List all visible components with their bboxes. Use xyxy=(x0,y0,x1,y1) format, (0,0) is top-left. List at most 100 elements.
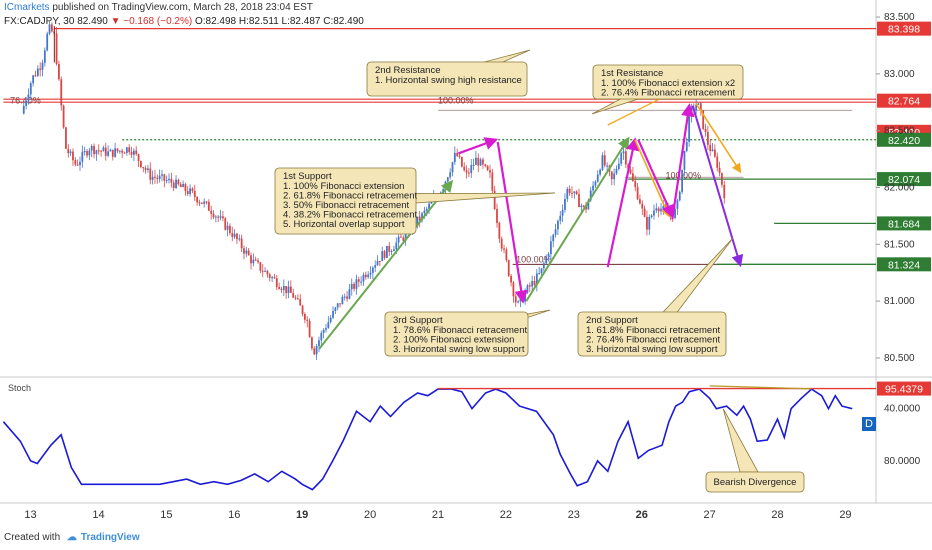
candle-body xyxy=(214,216,217,218)
tradingview-brand[interactable]: TradingView xyxy=(80,532,140,543)
candle-body xyxy=(542,263,545,269)
candle-body xyxy=(140,161,142,168)
candle-body xyxy=(528,285,531,287)
candle-body xyxy=(296,298,299,300)
candle-body xyxy=(369,272,372,275)
candle-body xyxy=(685,141,688,151)
candle-body xyxy=(179,184,182,188)
candle-body xyxy=(287,286,290,294)
x-tick-label: 13 xyxy=(24,509,36,521)
candle-body xyxy=(36,68,39,76)
candle-body xyxy=(34,75,37,77)
candle-body xyxy=(100,150,102,152)
candle-body xyxy=(50,24,53,32)
candle-body xyxy=(327,322,330,329)
x-tick-label: 20 xyxy=(364,509,376,521)
candle-body xyxy=(65,127,67,149)
stoch-tick-label: 80.0000 xyxy=(884,456,921,467)
price-tag-bg xyxy=(877,21,931,36)
candle-body xyxy=(564,198,566,210)
chart-header: ICmarkets published on TradingView.com, … xyxy=(4,2,313,13)
annotation-item: 2. 100% Fibonacci extension xyxy=(393,335,514,346)
candle-body xyxy=(589,190,592,201)
annotation-box xyxy=(366,61,528,97)
candle-body xyxy=(247,250,250,256)
candle-body xyxy=(301,305,304,314)
candle-body xyxy=(721,173,723,185)
candle-body xyxy=(547,254,550,257)
candle-body xyxy=(304,313,306,320)
candle-body xyxy=(505,249,508,261)
candle-body xyxy=(580,205,583,208)
candle-body xyxy=(699,103,702,111)
candle-body xyxy=(355,279,358,289)
annotation-box xyxy=(592,64,744,100)
candle-body xyxy=(200,202,203,204)
candle-body xyxy=(446,177,449,182)
candle-body xyxy=(655,208,658,211)
candle-body xyxy=(615,169,618,174)
candle-body xyxy=(393,249,395,251)
candle-body xyxy=(416,216,419,227)
candle-body xyxy=(519,296,522,302)
x-tick-label: 14 xyxy=(92,509,104,521)
candle-body xyxy=(114,148,117,157)
candle-body xyxy=(660,208,662,212)
candle-body xyxy=(306,319,309,321)
tradingview-logo-icon[interactable]: ☁ xyxy=(66,532,77,543)
candle-body xyxy=(381,251,384,262)
candle-body xyxy=(592,185,594,191)
candle-body xyxy=(60,79,63,106)
candle-body xyxy=(67,148,70,154)
candle-body xyxy=(400,236,402,238)
publisher-name[interactable]: ICmarkets xyxy=(4,2,50,13)
candle-body xyxy=(641,203,644,209)
candle-body xyxy=(46,33,49,51)
candle-body xyxy=(350,283,353,290)
candle-body xyxy=(418,216,421,221)
candle-body xyxy=(339,303,341,305)
candle-body xyxy=(493,190,496,210)
magenta-arrow xyxy=(457,137,499,155)
price-tag-label: 83.398 xyxy=(888,24,920,36)
candle-body xyxy=(484,164,487,166)
candle-body xyxy=(643,208,646,217)
candle-body xyxy=(130,151,133,155)
annotation-item: 3. Horizontal swing low support xyxy=(586,344,718,355)
candle-body xyxy=(603,155,606,166)
fib-label: 100.00% xyxy=(438,95,474,105)
candle-body xyxy=(716,156,719,168)
price-tag-bg xyxy=(877,93,931,108)
candle-body xyxy=(367,274,370,278)
ohlc-readout: FX:CADJPY, 30 82.490 ▼ −0.168 (−0.2%) O:… xyxy=(4,16,364,27)
candle-body xyxy=(653,210,655,216)
candle-body xyxy=(135,150,138,155)
candle-body xyxy=(147,168,149,170)
x-tick-label: 16 xyxy=(228,509,240,521)
x-tick-label: 21 xyxy=(432,509,444,521)
candle-body xyxy=(423,210,426,214)
annotation-title: 1st Support xyxy=(283,171,332,182)
x-tick-label: 19 xyxy=(296,509,308,521)
green-arrow xyxy=(525,136,630,302)
d-badge[interactable]: D xyxy=(862,417,876,431)
candle-body xyxy=(268,274,271,278)
candle-body xyxy=(346,296,348,299)
candle-body xyxy=(90,145,93,151)
candle-body xyxy=(243,248,245,254)
annotation-item: 1. 100% Fibonacci extension x2 xyxy=(601,78,735,89)
annotation-title: 3rd Support xyxy=(393,315,443,326)
candle-body xyxy=(489,170,491,173)
candle-body xyxy=(503,248,505,250)
candle-body xyxy=(624,151,627,165)
candle-body xyxy=(170,178,173,183)
symbol-label[interactable]: FX:CADJPY, 30 xyxy=(4,16,75,27)
candle-body xyxy=(552,234,555,242)
x-tick-label: 28 xyxy=(771,509,783,521)
candle-body xyxy=(81,151,84,162)
candle-body xyxy=(168,178,170,181)
fib-label: 100.00% xyxy=(516,255,552,265)
candle-body xyxy=(329,317,332,323)
candle-body xyxy=(706,131,709,145)
